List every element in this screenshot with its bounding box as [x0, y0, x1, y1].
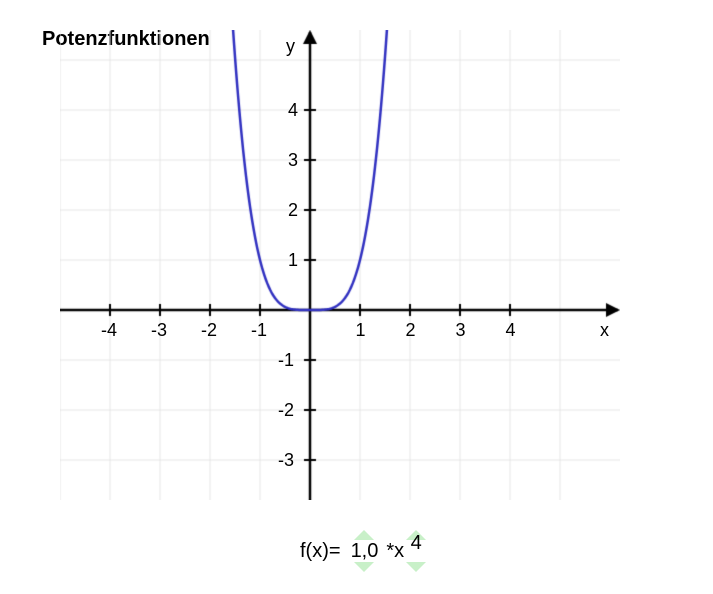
x-tick-label: 2 [406, 320, 416, 341]
exponent-stepper[interactable]: 4 [406, 530, 426, 572]
function-plot [60, 30, 620, 500]
exponent-down-icon[interactable] [406, 562, 426, 572]
formula-prefix: f(x)= [300, 540, 341, 563]
x-tick-label: 4 [506, 320, 516, 341]
exponent-value: 4 [409, 532, 424, 554]
x-tick-label: 3 [456, 320, 466, 341]
x-tick-label: -3 [151, 320, 167, 341]
x-tick-label: -1 [251, 320, 267, 341]
formula-times-x: *x [386, 540, 404, 563]
x-tick-label: 1 [356, 320, 366, 341]
y-tick-label: 3 [288, 150, 298, 171]
x-tick-label: -2 [201, 320, 217, 341]
y-tick-label: 1 [288, 250, 298, 271]
y-tick-label: -1 [278, 350, 294, 371]
y-tick-label: 2 [288, 200, 298, 221]
x-axis-label: x [600, 320, 609, 341]
coefficient-up-icon[interactable] [354, 530, 374, 540]
y-tick-label: -2 [278, 400, 294, 421]
y-tick-label: 4 [288, 100, 298, 121]
x-tick-label: -4 [101, 320, 117, 341]
formula-editor: f(x)= 1,0 *x 4 [300, 530, 426, 572]
y-tick-label: -3 [278, 450, 294, 471]
coefficient-stepper[interactable]: 1,0 [349, 530, 381, 572]
coefficient-down-icon[interactable] [354, 562, 374, 572]
y-axis-label: y [286, 36, 295, 57]
coefficient-value: 1,0 [349, 540, 381, 562]
